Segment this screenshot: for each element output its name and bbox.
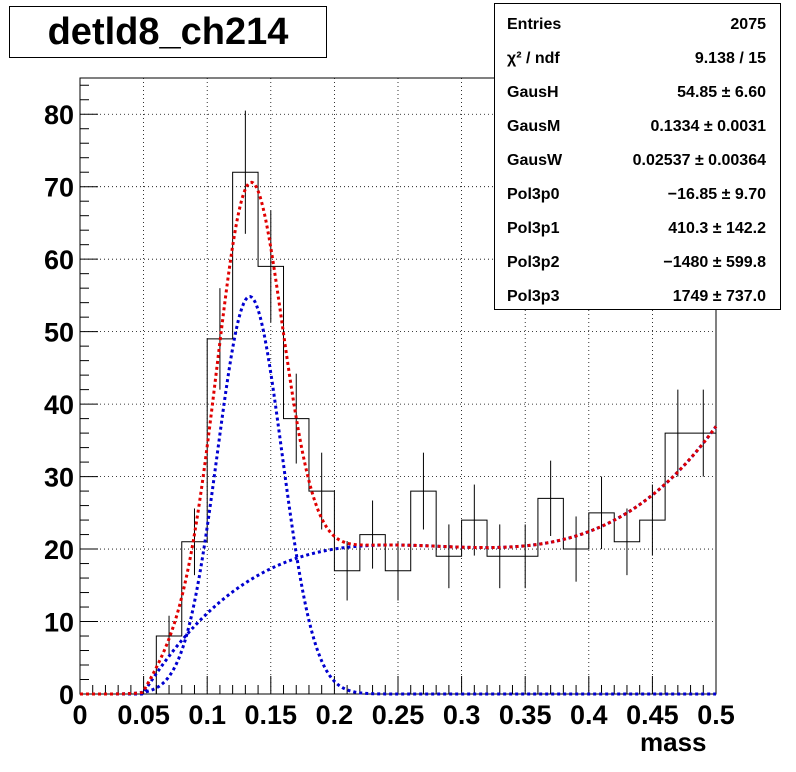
y-tick-label: 0 [59,680,74,710]
histogram [80,110,717,695]
signal-gaussian-curve [80,294,716,696]
y-tick-label: 20 [44,535,74,565]
x-tick-label: 0.25 [372,700,425,730]
y-tick-label: 30 [44,463,74,493]
stat-row-pol3p0: Pol3p0 −16.85 ± 9.70 [507,186,766,208]
stat-value: 9.138 / 15 [694,50,766,67]
x-tick-label: 0.45 [626,700,679,730]
x-tick-label: 0.4 [570,700,608,730]
tick-labels: 0 0.05 0.1 0.15 0.2 0.25 0.3 0.35 0.4 0.45 0.5 0 10 2… [44,100,735,730]
histogram-title-box: detld8_ch214 [9,6,327,58]
stat-value: 1749 ± 737.0 [672,288,766,305]
stat-value: 0.02537 ± 0.00364 [632,152,766,169]
fit-curves [80,180,718,696]
x-axis-label: mass [640,727,707,757]
stat-value: −1480 ± 599.8 [663,254,766,271]
x-tick-label: 0.1 [188,700,226,730]
x-tick-label: 0.2 [316,700,354,730]
x-tick-label: 0 [72,700,87,730]
y-tick-label: 80 [44,100,74,130]
stat-value: −16.85 ± 9.70 [667,186,766,203]
stat-row-entries: Entries 2075 [507,16,766,38]
y-tick-label: 70 [44,173,74,203]
y-tick-label: 60 [44,245,74,275]
x-tick-label: 0.5 [697,700,735,730]
histogram-outline [80,171,717,695]
y-tick-label: 10 [44,608,74,638]
stat-row-pol3p3: Pol3p3 1749 ± 737.0 [507,288,766,310]
stat-key: GausH [507,84,559,101]
stat-key: Pol3p0 [507,186,560,203]
stat-row-chi2: χ² / ndf 9.138 / 15 [507,50,766,72]
stats-box: Entries 2075 χ² / ndf 9.138 / 15 GausH 5… [494,3,781,310]
stat-value: 410.3 ± 142.2 [668,220,766,237]
stat-key: Pol3p2 [507,254,560,271]
y-tick-label: 40 [44,390,74,420]
histogram-title: detld8_ch214 [47,10,289,53]
stat-value: 0.1334 ± 0.0031 [650,118,766,135]
stat-value: 2075 [730,16,766,33]
stat-key: GausM [507,118,561,135]
stat-row-gaush: GausH 54.85 ± 6.60 [507,84,766,106]
x-tick-label: 0.3 [443,700,481,730]
stat-key: Pol3p1 [507,220,560,237]
x-tick-label: 0.15 [245,700,298,730]
stat-key: Entries [507,16,562,33]
total-fit-curve [80,180,718,696]
x-tick-label: 0.05 [117,700,170,730]
stat-row-pol3p2: Pol3p2 −1480 ± 599.8 [507,254,766,276]
stat-row-pol3p1: Pol3p1 410.3 ± 142.2 [507,220,766,242]
stat-key: Pol3p3 [507,288,560,305]
stat-value: 54.85 ± 6.60 [677,84,766,101]
stat-key: GausW [507,152,563,169]
x-tick-label: 0.35 [499,700,552,730]
stat-row-gausw: GausW 0.02537 ± 0.00364 [507,152,766,174]
stat-key: χ² / ndf [507,50,560,67]
stat-row-gausm: GausM 0.1334 ± 0.0031 [507,118,766,140]
y-tick-label: 50 [44,318,74,348]
